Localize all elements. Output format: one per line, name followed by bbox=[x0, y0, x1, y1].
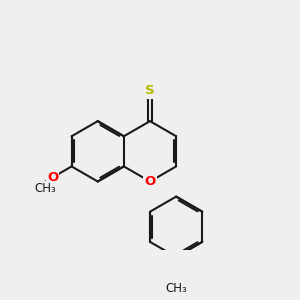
Text: S: S bbox=[145, 85, 155, 98]
Text: CH₃: CH₃ bbox=[165, 282, 187, 295]
Text: O: O bbox=[144, 175, 156, 188]
Text: CH₃: CH₃ bbox=[34, 182, 56, 195]
Text: O: O bbox=[47, 171, 58, 184]
